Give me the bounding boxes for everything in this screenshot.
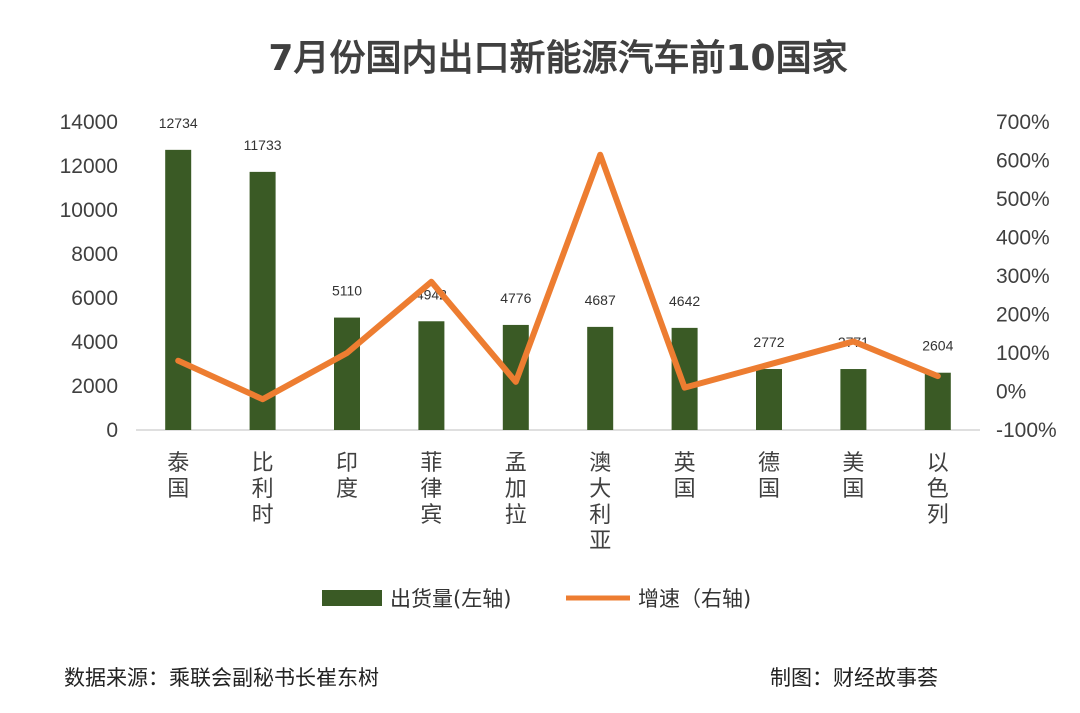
bar	[587, 326, 614, 430]
right-tick-label: -100%	[996, 419, 1057, 442]
bar-data-label: 4776	[500, 290, 531, 306]
bar	[924, 372, 951, 430]
right-tick-label: 600%	[996, 150, 1050, 173]
category-label: 英国	[674, 451, 696, 502]
legend: 出货量(左轴) 增速（右轴)	[322, 587, 751, 611]
category-label: 美国	[842, 451, 864, 502]
bar	[165, 149, 192, 431]
growth-point	[430, 280, 433, 283]
growth-point	[599, 153, 602, 156]
left-tick-label: 2000	[71, 375, 118, 398]
left-tick-label: 10000	[60, 199, 118, 222]
right-tick-label: 200%	[996, 304, 1050, 327]
source-note: 数据来源：乘联会副秘书长崔东树	[64, 666, 379, 690]
right-tick-label: 100%	[996, 342, 1050, 365]
growth-line	[175, 151, 941, 403]
bar-data-label: 2604	[922, 338, 953, 354]
bar-data-label: 4642	[669, 293, 700, 309]
growth-point	[936, 375, 939, 378]
left-axis: 0 2000 4000 6000 8000 10000 12000 14000	[60, 111, 118, 442]
category-labels: 泰国 比利时 印度 菲律宾 孟加拉 澳大利亚 英国 德国 美国 以色列	[167, 451, 949, 554]
right-tick-label: 700%	[996, 111, 1050, 134]
right-tick-label: 300%	[996, 265, 1050, 288]
bar	[249, 171, 276, 430]
bar-data-label: 12734	[159, 115, 198, 131]
growth-point	[261, 398, 264, 401]
bar	[840, 369, 867, 430]
bar-data-label: 11733	[244, 137, 282, 153]
line-series	[175, 151, 941, 403]
category-label: 孟加拉	[505, 451, 527, 528]
right-tick-label: 0%	[996, 381, 1026, 404]
legend-line-label: 增速（右轴)	[638, 587, 751, 611]
bar-data-label: 5110	[332, 283, 362, 299]
category-label: 印度	[336, 451, 358, 502]
left-tick-label: 12000	[60, 155, 118, 178]
left-tick-label: 14000	[60, 111, 118, 134]
bar	[334, 317, 360, 430]
credit-note: 制图：财经故事荟	[770, 666, 938, 690]
right-tick-label: 500%	[996, 188, 1050, 211]
left-tick-label: 6000	[71, 287, 118, 310]
category-label: 以色列	[927, 451, 949, 528]
growth-point	[514, 380, 517, 383]
bar	[756, 369, 782, 430]
bar-series	[165, 149, 951, 431]
category-label: 菲律宾	[420, 451, 442, 528]
chart-title: 7月份国内出口新能源汽车前10国家	[268, 38, 847, 79]
right-tick-label: 400%	[996, 227, 1050, 250]
category-label: 澳大利亚	[589, 451, 611, 554]
right-axis: -100% 0% 100% 200% 300% 400% 500% 600% 700%	[996, 111, 1057, 442]
legend-bar-swatch	[322, 590, 382, 606]
legend-bar-label: 出货量(左轴)	[390, 587, 511, 611]
bar-data-label: 2772	[753, 334, 784, 350]
growth-point	[768, 363, 770, 366]
left-tick-label: 8000	[71, 243, 118, 266]
growth-point	[177, 359, 180, 362]
growth-point	[852, 340, 855, 343]
bar-data-label: 4687	[585, 292, 616, 308]
bar	[418, 321, 445, 430]
growth-point	[683, 386, 686, 389]
category-label: 德国	[758, 451, 780, 502]
category-label: 泰国	[167, 451, 189, 502]
category-label: 比利时	[252, 451, 274, 528]
growth-point	[346, 352, 348, 354]
left-tick-label: 0	[106, 419, 118, 442]
left-tick-label: 4000	[71, 331, 118, 354]
